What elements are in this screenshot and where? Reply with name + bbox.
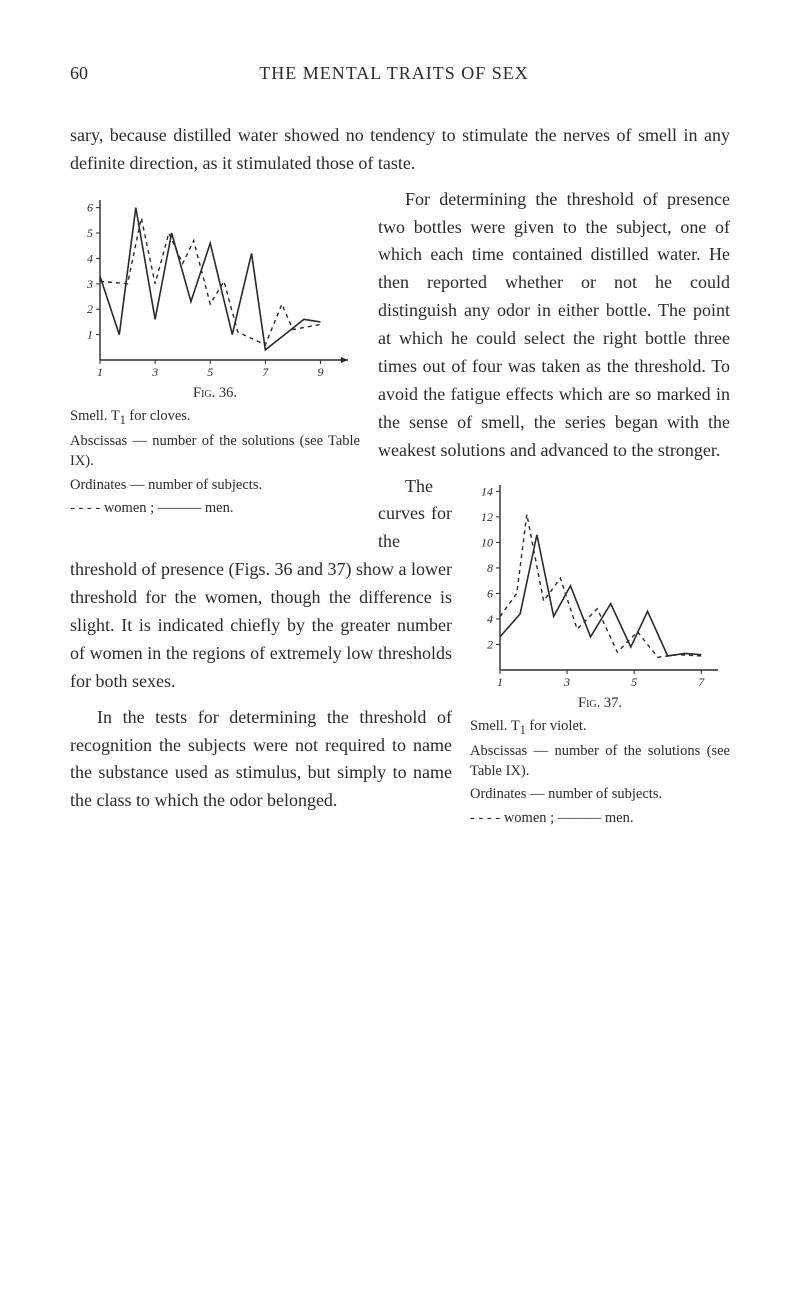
figure-37-caption: Fig. 37. <box>470 694 730 714</box>
figure-36-line4: - - - - women ; ——— men. <box>70 499 360 519</box>
figure-36-line3: Ordinates — number of subjects. <box>70 476 360 496</box>
figure-36-line1: Smell. T1 for cloves. <box>70 407 360 428</box>
svg-text:6: 6 <box>87 200 93 214</box>
figure-37: 2 4 6 8 10 12 14 1 3 5 7 Fig. 37. Smell. T1 for vi… <box>470 477 730 829</box>
svg-text:7: 7 <box>262 365 269 379</box>
figure-36-line2: Abscissas — number of the solutions (see… <box>70 432 360 471</box>
figure-37-line2: Abscissas — number of the solutions (see… <box>470 742 730 781</box>
svg-text:5: 5 <box>207 365 213 379</box>
figure-36-chart: 1 2 3 4 5 6 1 3 5 7 9 <box>70 192 360 382</box>
svg-text:3: 3 <box>563 675 570 689</box>
figure-36: 1 2 3 4 5 6 1 3 5 7 9 Fig. 36. Smell. T1 for clove… <box>70 192 360 519</box>
figure-37-chart: 2 4 6 8 10 12 14 1 3 5 7 <box>470 477 730 692</box>
svg-text:6: 6 <box>487 586 493 600</box>
svg-text:5: 5 <box>631 675 637 689</box>
figure-36-caption: Fig. 36. <box>70 384 360 404</box>
figure-37-line3: Ordinates — number of subjects. <box>470 785 730 805</box>
svg-text:3: 3 <box>86 276 93 290</box>
svg-text:3: 3 <box>151 365 158 379</box>
svg-text:7: 7 <box>698 675 705 689</box>
body-text: sary, because distilled water showed no … <box>70 122 730 839</box>
svg-text:2: 2 <box>487 637 493 651</box>
svg-text:5: 5 <box>87 226 93 240</box>
svg-text:14: 14 <box>481 484 493 498</box>
svg-text:10: 10 <box>481 535 493 549</box>
page-header: 60 THE MENTAL TRAITS OF SEX <box>70 60 730 88</box>
svg-text:2: 2 <box>87 302 93 316</box>
svg-text:4: 4 <box>87 251 93 265</box>
running-title: THE MENTAL TRAITS OF SEX <box>58 60 730 88</box>
paragraph-1: sary, because distilled water showed no … <box>70 122 730 178</box>
svg-text:12: 12 <box>481 509 493 523</box>
svg-text:8: 8 <box>487 561 493 575</box>
svg-text:4: 4 <box>487 612 493 626</box>
svg-text:1: 1 <box>97 365 103 379</box>
svg-text:9: 9 <box>317 365 323 379</box>
figure-37-line1: Smell. T1 for violet. <box>470 717 730 738</box>
figure-37-line4: - - - - women ; ——— men. <box>470 809 730 829</box>
svg-text:1: 1 <box>87 327 93 341</box>
svg-text:1: 1 <box>497 675 503 689</box>
